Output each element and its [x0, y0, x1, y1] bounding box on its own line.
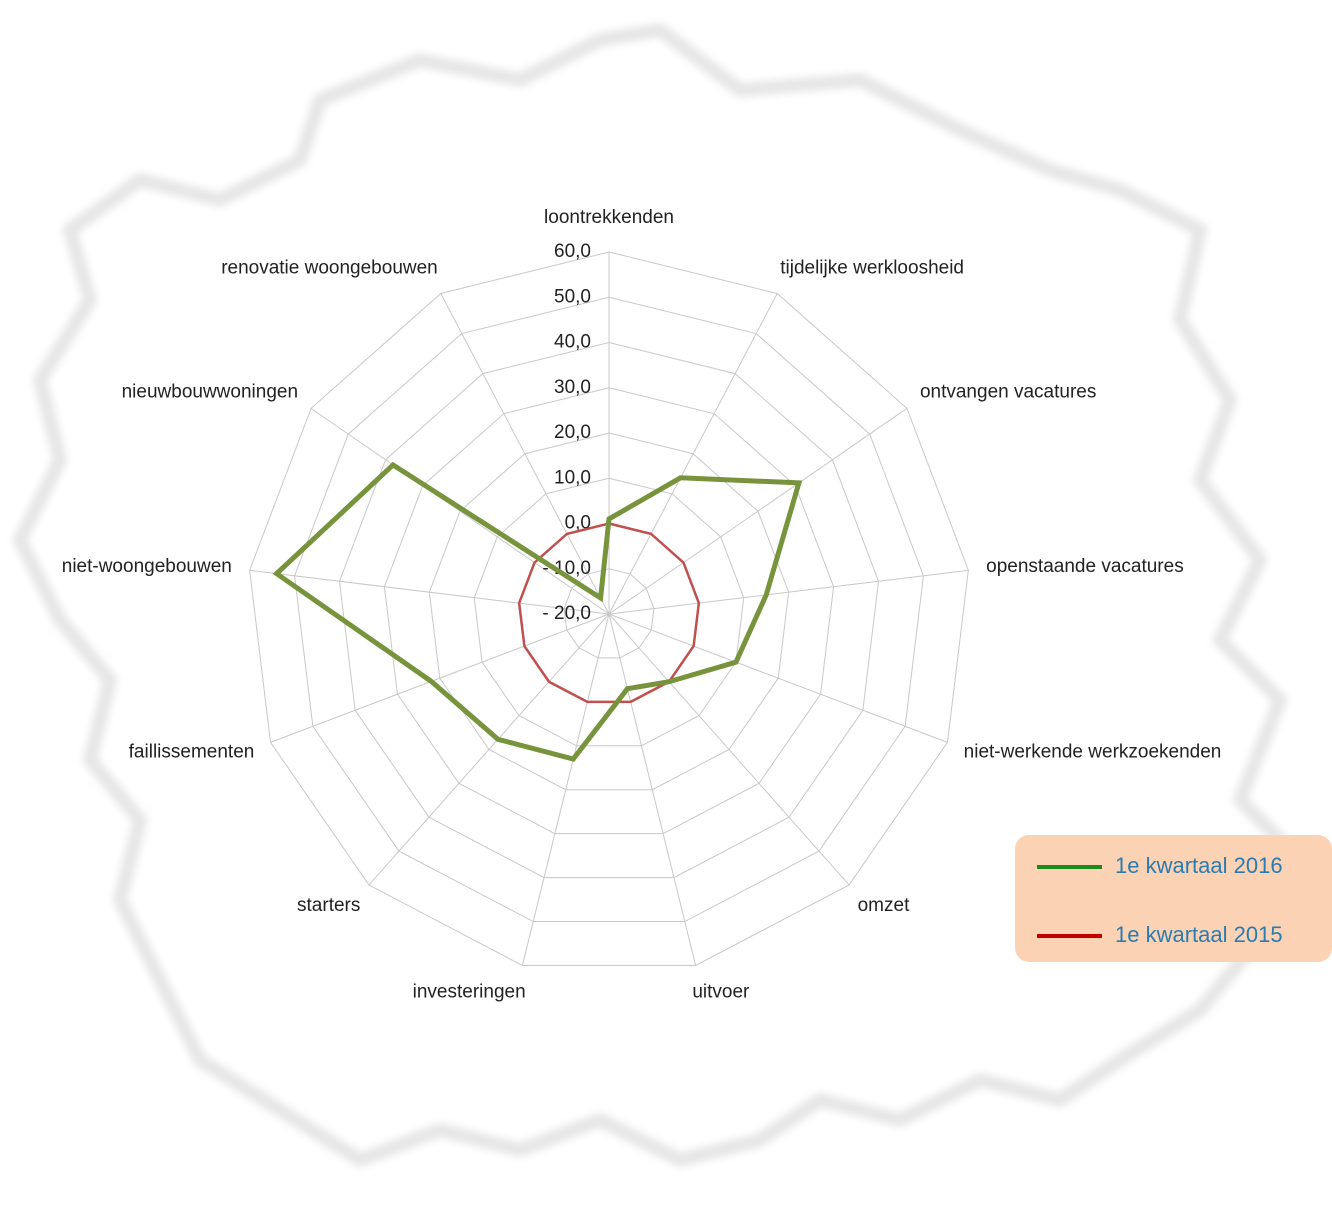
category-label: starters	[297, 895, 360, 916]
spoke	[249, 569, 610, 615]
y-tick-label: 10,0	[554, 467, 591, 488]
category-label: loontrekkenden	[544, 207, 674, 228]
spoke	[608, 569, 969, 615]
category-label: uitvoer	[692, 982, 750, 1003]
spoke	[608, 613, 948, 743]
grid-line	[249, 251, 969, 966]
grid-line	[563, 568, 655, 659]
category-label: ontvangen vacatures	[920, 381, 1096, 402]
spoke	[608, 293, 778, 615]
category-label: investeringen	[413, 982, 526, 1003]
grid-line	[294, 296, 924, 923]
spoke	[608, 613, 850, 886]
category-label: niet-werkende werkzoekenden	[964, 741, 1222, 762]
category-label: niet-woongebouwen	[62, 556, 232, 577]
spoke	[310, 407, 610, 615]
category-label: openstaande vacatures	[986, 556, 1184, 577]
spoke	[608, 613, 697, 966]
background-map	[12, 22, 1309, 1168]
grid-line	[428, 432, 790, 791]
legend-label: 1e kwartaal 2016	[1115, 853, 1283, 878]
spoke	[608, 407, 908, 615]
y-tick-label: - 20,0	[542, 603, 591, 624]
y-tick-label: 30,0	[554, 377, 591, 398]
series-line	[517, 522, 701, 704]
y-tick-label: 60,0	[554, 241, 591, 262]
legend-label: 1e kwartaal 2015	[1115, 922, 1283, 947]
spoke	[270, 613, 610, 743]
y-tick-label: 20,0	[554, 422, 591, 443]
category-label: tijdelijke werkloosheid	[780, 258, 964, 279]
category-label: omzet	[858, 895, 910, 916]
series-line	[272, 461, 803, 762]
grid-line	[473, 477, 745, 747]
y-tick-label: 50,0	[554, 286, 591, 307]
category-label: faillissementen	[129, 741, 255, 762]
spoke	[368, 613, 610, 886]
y-tick-label: - 10,0	[542, 558, 591, 579]
category-label: renovatie woongebouwen	[221, 258, 438, 279]
spoke	[440, 293, 610, 615]
spoke	[521, 613, 610, 966]
category-label: nieuwbouwwoningen	[122, 381, 298, 402]
grid-line	[383, 387, 835, 835]
y-tick-label: 40,0	[554, 332, 591, 353]
y-tick-label: 0,0	[565, 513, 591, 534]
